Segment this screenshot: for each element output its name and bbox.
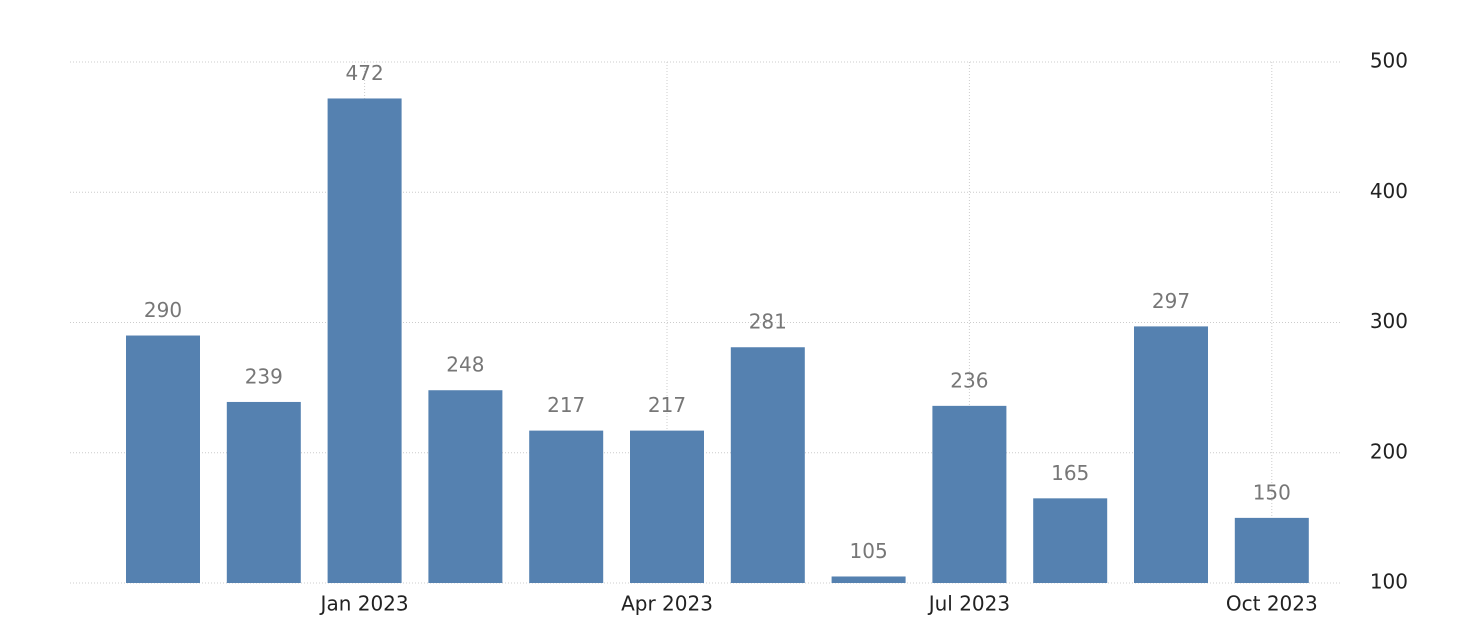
y-tick-label: 200 xyxy=(1370,439,1408,463)
value-label: 290 xyxy=(144,298,182,322)
value-label: 281 xyxy=(749,310,787,334)
bar xyxy=(1234,517,1309,583)
value-label: 472 xyxy=(346,61,384,85)
y-tick-label: 300 xyxy=(1370,309,1408,333)
x-tick-label: Jan 2023 xyxy=(319,592,409,616)
x-tick-label: Apr 2023 xyxy=(621,592,713,616)
bar xyxy=(428,390,503,583)
bar xyxy=(1134,326,1208,583)
bar xyxy=(126,335,200,583)
value-label: 105 xyxy=(850,539,888,563)
y-tick-label: 100 xyxy=(1370,570,1408,594)
value-label: 217 xyxy=(547,393,585,417)
bar xyxy=(831,576,906,583)
value-label: 239 xyxy=(245,364,283,388)
x-tick-label: Oct 2023 xyxy=(1226,592,1318,616)
bar xyxy=(529,430,604,583)
value-label: 150 xyxy=(1253,480,1291,504)
value-label: 297 xyxy=(1152,289,1190,313)
bar xyxy=(327,98,402,583)
bar xyxy=(1033,498,1108,583)
x-tick-label: Jul 2023 xyxy=(927,592,1010,616)
value-label: 236 xyxy=(950,368,988,392)
bar xyxy=(226,401,301,583)
bar xyxy=(730,347,805,583)
value-label: 248 xyxy=(446,353,484,377)
y-tick-label: 500 xyxy=(1370,49,1408,73)
value-label: 217 xyxy=(648,393,686,417)
bar xyxy=(630,430,704,583)
value-label: 165 xyxy=(1051,461,1089,485)
y-tick-label: 400 xyxy=(1370,179,1408,203)
bar xyxy=(932,405,1007,583)
